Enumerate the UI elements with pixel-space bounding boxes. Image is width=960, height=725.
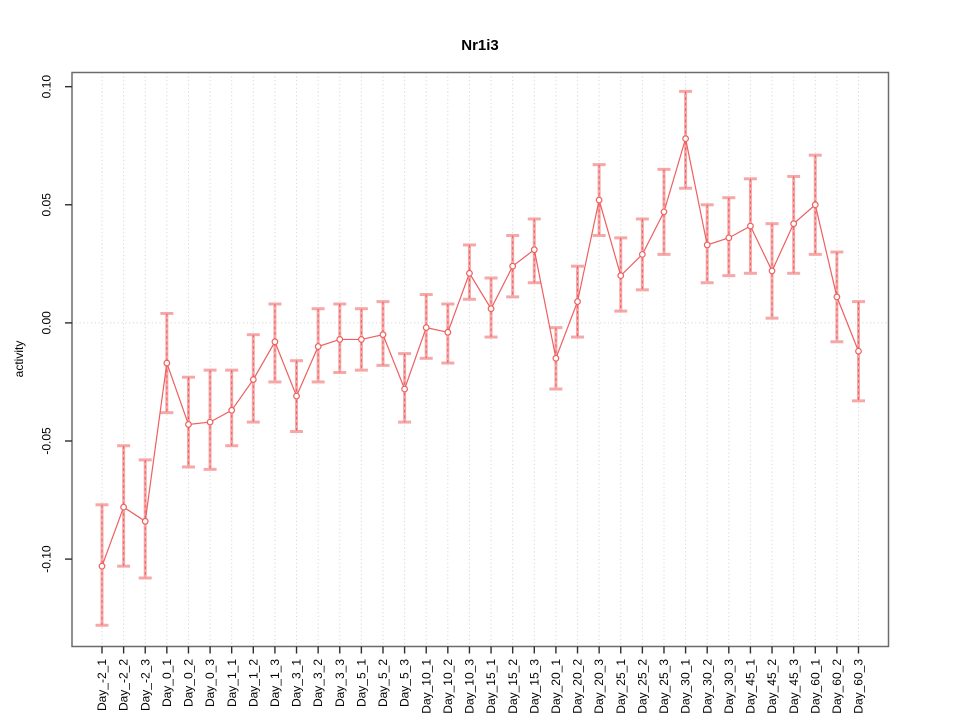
data-point bbox=[530, 246, 538, 254]
axes: -0.10 -0.05 0.00 0.05 0.10 Day_-2_1 Day_-2_2 Da… bbox=[40, 71, 890, 714]
data-point bbox=[379, 331, 387, 339]
x-tick-label: Day_1_2 bbox=[246, 659, 260, 707]
data-point bbox=[98, 562, 106, 570]
x-tick-label: Day_45_1 bbox=[744, 659, 758, 714]
data-point bbox=[357, 336, 365, 343]
data-point bbox=[811, 201, 819, 209]
data-point bbox=[401, 385, 409, 393]
x-tick-label: Day_0_1 bbox=[160, 659, 174, 707]
x-tick-label: Day_45_3 bbox=[787, 659, 801, 714]
x-tick-label: Day_1_1 bbox=[225, 659, 239, 707]
x-tick-label: Day_20_1 bbox=[549, 659, 563, 714]
x-tick-label: Day_25_2 bbox=[635, 659, 649, 714]
y-tick-label: -0.10 bbox=[40, 545, 54, 573]
x-tick-label: Day_60_2 bbox=[830, 659, 844, 714]
data-point bbox=[790, 220, 798, 228]
y-tick-label: 0.00 bbox=[40, 311, 54, 335]
data-point bbox=[595, 196, 603, 204]
x-tick-label: Day_5_3 bbox=[398, 659, 412, 707]
x-tick-label: Day_20_3 bbox=[592, 659, 606, 714]
x-tick-label: Day_3_3 bbox=[333, 659, 347, 707]
data-point bbox=[703, 241, 711, 249]
x-tick-label: Day_15_3 bbox=[527, 659, 541, 714]
data-point bbox=[466, 269, 473, 277]
data-point bbox=[422, 324, 430, 332]
x-tick-label: Day_10_1 bbox=[419, 659, 433, 714]
x-tick-label: Day_45_2 bbox=[765, 659, 779, 714]
data-point bbox=[314, 343, 322, 350]
y-axis-label: activity bbox=[12, 341, 26, 378]
plot-border bbox=[71, 71, 890, 648]
data-point bbox=[293, 392, 300, 400]
x-tick-label: Day_15_2 bbox=[506, 659, 520, 714]
x-tick-label: Day_3_2 bbox=[311, 659, 325, 707]
y-tick-label: 0.05 bbox=[40, 193, 54, 217]
data-point bbox=[509, 262, 517, 270]
series-line bbox=[101, 138, 860, 567]
x-tick-label: Day_-2_3 bbox=[138, 659, 152, 711]
x-tick-label: Day_5_2 bbox=[376, 659, 390, 707]
data-point bbox=[552, 354, 560, 362]
x-tick-label: Day_3_1 bbox=[290, 659, 304, 707]
data-point bbox=[141, 517, 149, 525]
x-tick-label: Day_30_3 bbox=[722, 659, 736, 714]
data-point bbox=[271, 338, 279, 346]
data-point bbox=[682, 135, 689, 143]
data-point bbox=[444, 328, 452, 336]
data-point bbox=[855, 347, 862, 355]
data-point bbox=[120, 503, 128, 511]
x-tick-label: Day_-2_2 bbox=[117, 659, 131, 711]
chart-title: Nr1i3 bbox=[461, 37, 499, 54]
data-point bbox=[336, 336, 344, 343]
data-point bbox=[574, 298, 581, 306]
x-tick-label: Day_10_2 bbox=[441, 659, 455, 714]
x-tick-label: Day_20_2 bbox=[571, 659, 585, 714]
x-tick-label: Day_-2_1 bbox=[95, 659, 109, 711]
x-tick-label: Day_30_1 bbox=[679, 659, 693, 714]
data-point bbox=[833, 293, 841, 301]
data-point bbox=[725, 234, 733, 242]
gridlines bbox=[72, 72, 889, 647]
data-point bbox=[660, 208, 668, 216]
x-tick-label: Day_5_1 bbox=[354, 659, 368, 707]
x-tick-label: Day_25_1 bbox=[614, 659, 628, 714]
data-point bbox=[206, 418, 214, 426]
data-point bbox=[249, 376, 257, 383]
x-tick-label: Day_1_3 bbox=[268, 659, 282, 707]
data-series bbox=[95, 89, 865, 627]
data-point bbox=[185, 421, 192, 428]
x-tick-label: Day_0_2 bbox=[182, 659, 196, 707]
x-tick-label: Day_60_3 bbox=[852, 659, 866, 714]
data-point bbox=[747, 222, 754, 230]
x-tick-label: Day_10_3 bbox=[463, 659, 477, 714]
y-tick-label: 0.10 bbox=[40, 75, 54, 99]
data-point bbox=[638, 250, 646, 258]
y-tick-label: -0.05 bbox=[40, 427, 54, 455]
data-point bbox=[768, 267, 776, 275]
x-tick-label: Day_0_3 bbox=[203, 659, 217, 707]
x-tick-label: Day_60_1 bbox=[808, 659, 822, 714]
data-point bbox=[228, 406, 236, 414]
data-point bbox=[617, 272, 625, 280]
data-point bbox=[487, 305, 495, 313]
x-tick-label: Day_30_2 bbox=[700, 659, 714, 714]
x-tick-label: Day_15_1 bbox=[484, 659, 498, 714]
x-tick-label: Day_25_3 bbox=[657, 659, 671, 714]
data-point bbox=[163, 359, 171, 367]
